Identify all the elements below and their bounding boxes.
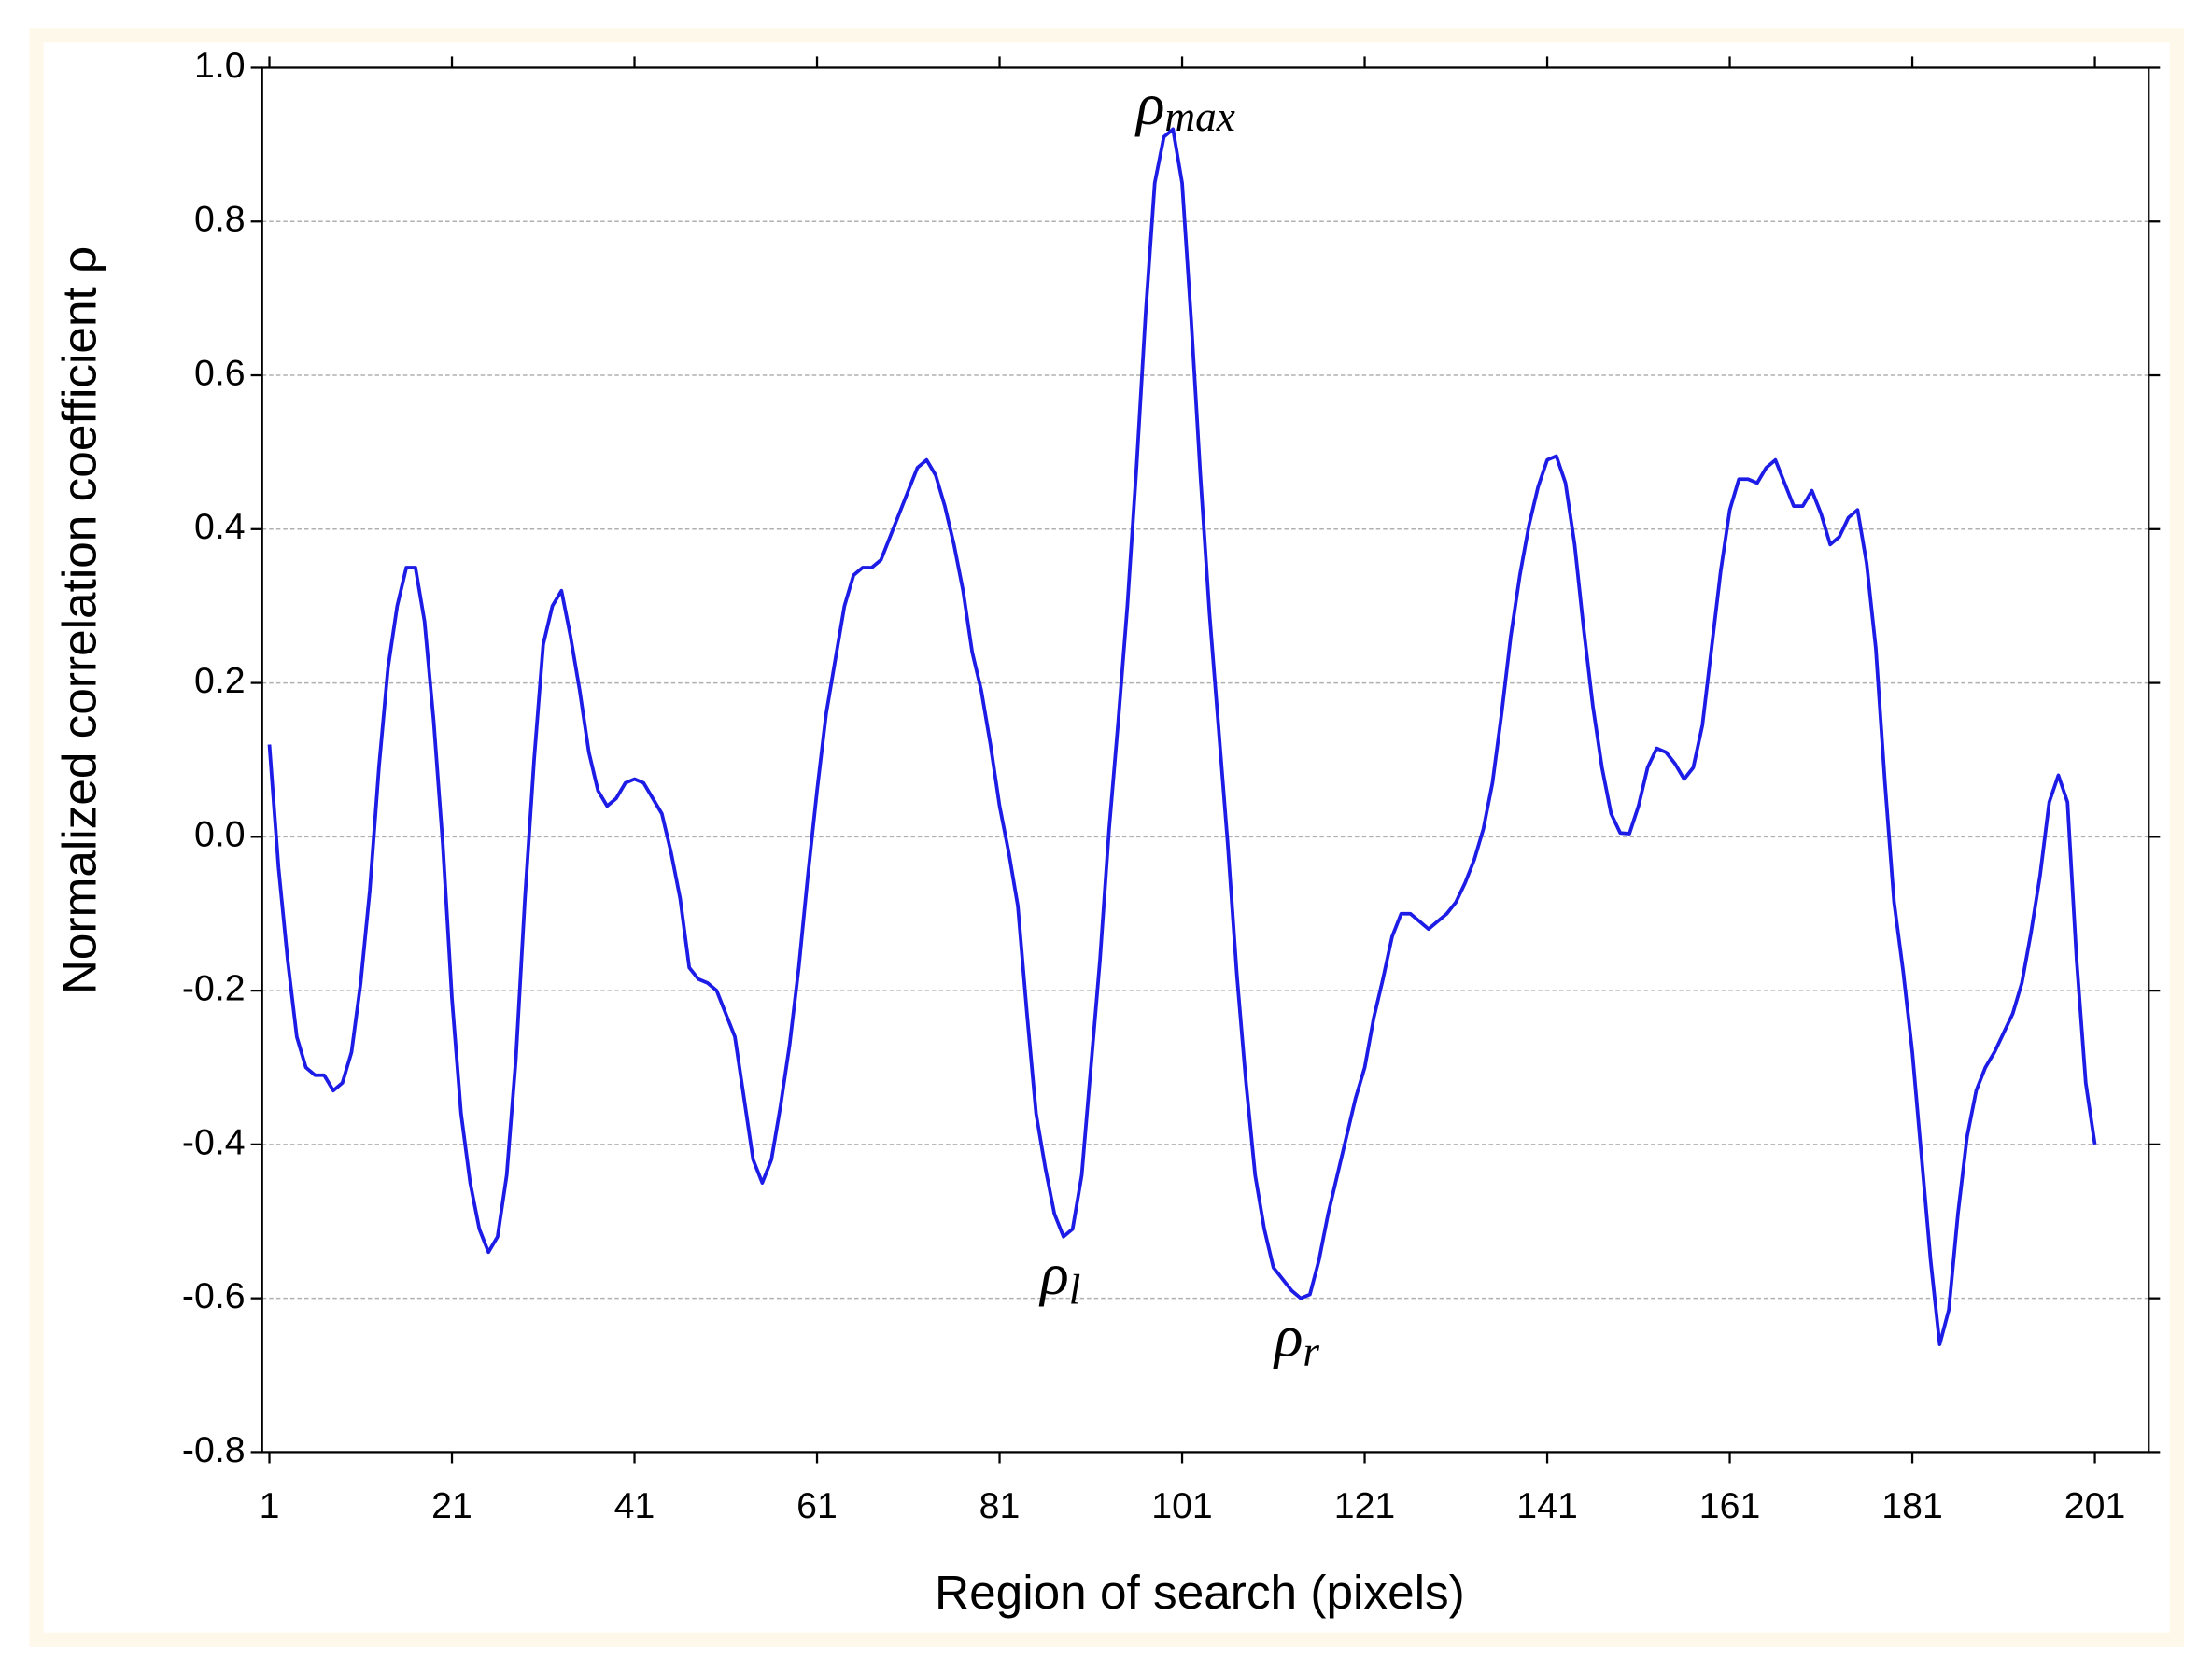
x-tick-label: 21 — [431, 1485, 472, 1526]
y-axis-title: Normalized correlation coefficient ρ — [52, 246, 106, 994]
y-tick-label: 1.0 — [194, 45, 246, 86]
annotation-symbol: ρ — [1273, 1302, 1303, 1369]
annotation-symbol: ρ — [1134, 70, 1164, 136]
x-tick-label: 81 — [979, 1485, 1021, 1526]
x-tick-label: 101 — [1151, 1485, 1212, 1526]
annotation: ρl — [1038, 1241, 1080, 1314]
y-tick-label: 0.6 — [194, 352, 246, 393]
y-tick-label: 0.2 — [194, 660, 246, 701]
y-tick-label: 0.0 — [194, 814, 246, 855]
y-tick-label: -0.8 — [182, 1429, 246, 1470]
plot-frame — [261, 66, 2150, 1454]
y-tick-label: -0.2 — [182, 967, 246, 1008]
x-tick-label: 201 — [2064, 1485, 2126, 1526]
annotation: ρmax — [1134, 70, 1235, 140]
annotation-subscript: l — [1069, 1267, 1081, 1314]
y-tick-label: -0.4 — [182, 1121, 246, 1162]
data-line — [267, 127, 2097, 1346]
x-tick-label: 1 — [260, 1485, 280, 1526]
x-tick-label: 61 — [796, 1485, 838, 1526]
annotation-symbol: ρ — [1038, 1241, 1068, 1307]
annotation-subscript: r — [1303, 1328, 1319, 1375]
x-tick-label: 41 — [614, 1485, 655, 1526]
x-tick-label: 121 — [1334, 1485, 1396, 1526]
annotation: ρr — [1273, 1302, 1319, 1375]
annotation-subscript: max — [1164, 93, 1234, 140]
x-tick-label: 181 — [1881, 1485, 1943, 1526]
x-tick-label: 141 — [1516, 1485, 1578, 1526]
y-tick-label: -0.6 — [182, 1275, 246, 1316]
y-tick-label: 0.4 — [194, 506, 246, 547]
x-axis-title: Region of search (pixels) — [935, 1566, 1465, 1619]
grid — [261, 66, 2149, 1454]
y-tick-label: 0.8 — [194, 199, 246, 240]
x-tick-label: 161 — [1699, 1485, 1761, 1526]
